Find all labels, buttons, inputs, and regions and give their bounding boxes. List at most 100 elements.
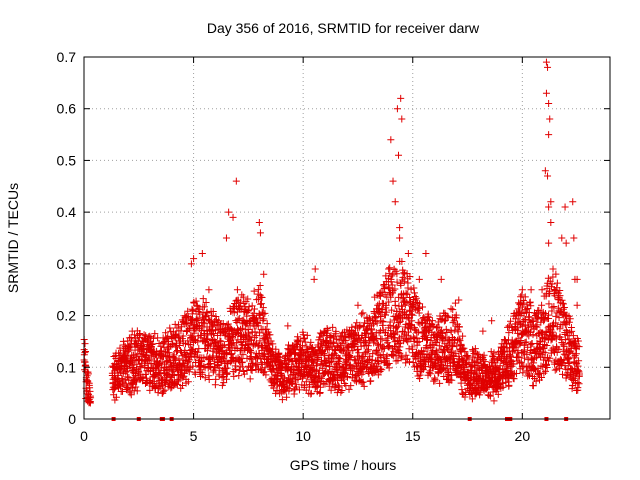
data-point [223,375,231,383]
data-point [326,333,334,341]
data-point [146,386,154,394]
data-point [257,300,265,308]
data-point [129,351,137,359]
data-point [320,350,328,358]
data-point [239,351,247,359]
data-point [149,340,157,348]
data-point [234,356,242,364]
data-point [189,315,196,323]
data-point [250,287,258,295]
chart-title: Day 356 of 2016, SRMTID for receiver dar… [207,20,480,36]
data-point [251,305,259,313]
data-point [263,335,271,343]
data-point [127,391,135,399]
data-point [245,303,253,311]
data-point [266,331,274,339]
data-point [220,379,228,387]
data-point [251,328,259,336]
data-point [230,372,238,380]
data-point [224,359,232,367]
data-point [316,389,324,397]
data-point [179,332,187,340]
data-point [239,363,247,371]
data-point [216,337,224,345]
data-point [298,342,306,350]
data-point [177,327,185,335]
data-point [194,338,202,346]
data-point [116,344,124,352]
data-point [235,366,243,374]
data-point [169,353,177,361]
data-point [112,393,120,401]
data-point [267,337,275,345]
data-point [151,330,159,338]
y-tick-label: 0.6 [57,101,77,117]
data-point [261,364,269,372]
data-point [219,342,227,350]
data-point [273,368,281,376]
data-point [313,355,321,363]
data-point [256,329,264,337]
data-point [234,316,242,324]
data-point [166,324,174,332]
data-point [292,383,300,391]
x-tick-label: 0 [80,428,88,444]
data-point [164,333,172,341]
data-point [259,304,267,312]
data-point [200,363,208,371]
data-point [275,349,283,357]
y-tick-label: 0.2 [57,308,77,324]
data-point [141,370,149,378]
data-point [84,370,92,378]
data-point [193,315,201,323]
x-axis-label: GPS time / hours [290,457,397,473]
data-point [294,375,302,383]
data-point [240,370,248,378]
data-point [172,348,180,356]
data-point [215,317,223,325]
data-point [194,348,202,356]
data-point [246,354,254,362]
data-point [161,386,169,394]
data-point [329,323,337,331]
data-point [309,344,317,352]
data-point [202,299,210,307]
data-point [209,308,217,316]
data-point [234,326,242,334]
data-point [168,341,176,349]
data-point [205,375,213,383]
data-point [260,315,268,323]
y-axis-label: SRMTID / TECUs [5,183,21,293]
data-point [212,313,220,321]
data-point [110,385,118,393]
data-point [327,386,335,394]
data-point [278,396,286,404]
data-point [235,372,243,380]
y-tick-label: 0.5 [57,152,77,168]
data-point [294,333,302,341]
data-point [175,342,183,350]
data-point [179,382,187,390]
data-point [284,356,292,364]
data-point [228,350,236,358]
data-point [222,369,230,377]
x-tick-label: 5 [190,428,198,444]
y-tick-label: 0 [68,411,76,427]
data-point [169,340,177,348]
data-point [232,365,240,373]
data-point [324,369,332,377]
data-point [170,371,178,379]
data-point [322,361,330,369]
data-point [175,355,183,363]
data-point [307,338,315,346]
data-point [261,309,269,317]
data-point [254,286,262,294]
data-point [211,366,219,374]
data-point [236,347,244,355]
data-point [81,340,89,348]
data-point [149,334,157,342]
data-point [290,344,298,352]
data-point [226,345,234,353]
data-point [186,356,194,364]
data-point [160,387,168,395]
